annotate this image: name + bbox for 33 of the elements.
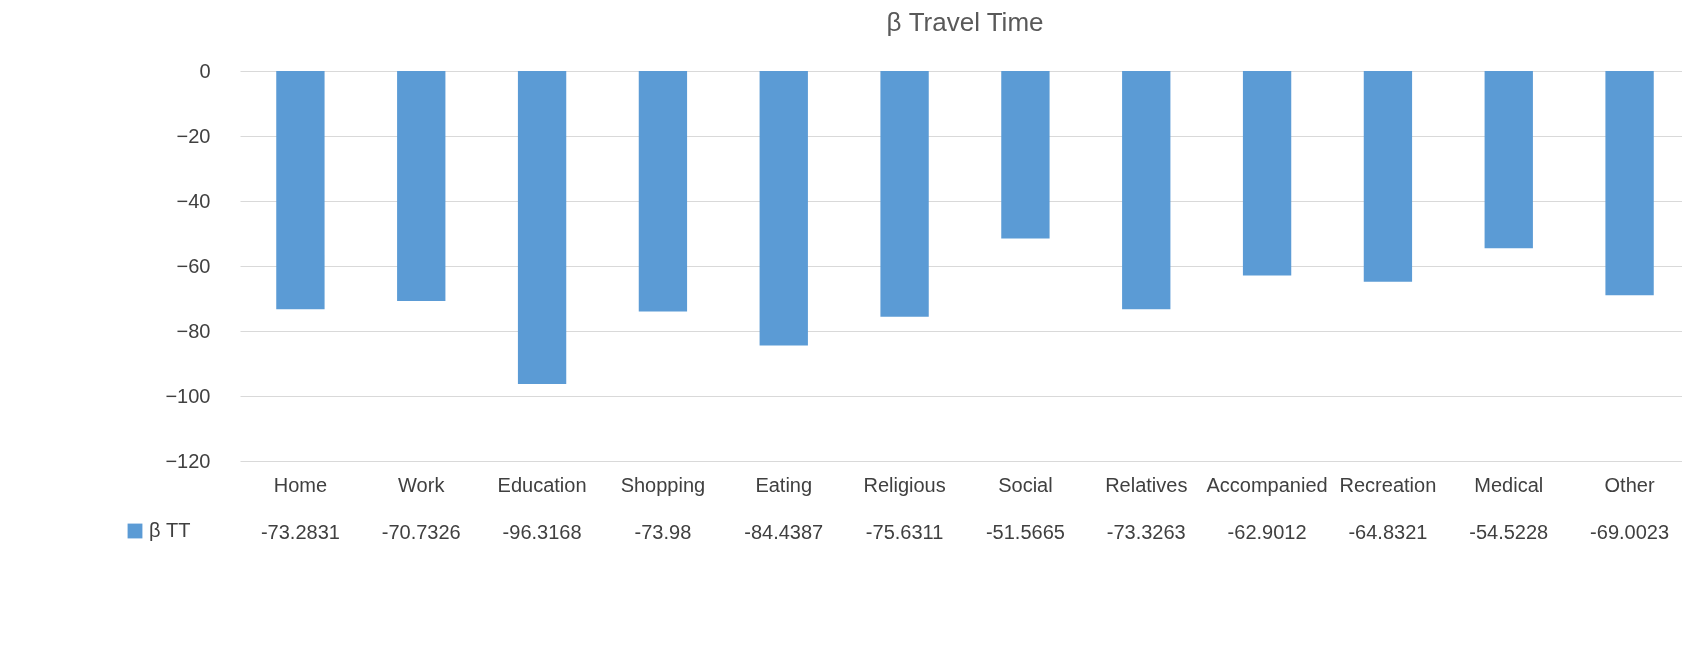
data-label: -51.5665 [985, 521, 1065, 543]
x-tick-label: Social [998, 473, 1053, 496]
x-tick-label: Relatives [1105, 473, 1188, 496]
y-tick-label: −120 [165, 449, 211, 472]
x-tick-label: Shopping [620, 473, 706, 496]
data-label: -70.7326 [381, 521, 461, 543]
x-tick-label: Home [273, 473, 328, 496]
y-tick-label: −80 [176, 319, 211, 342]
x-tick-label: Eating [755, 473, 813, 496]
data-label: -75.6311 [865, 521, 944, 543]
y-tick-label: −20 [176, 124, 211, 147]
x-tick-label: Accompanied [1206, 473, 1328, 496]
data-label: -73.98 [634, 521, 692, 543]
legend-label: β TT [149, 519, 191, 541]
x-tick-label: Work [398, 473, 446, 496]
x-tick-label: Medical [1474, 473, 1544, 496]
data-label: -54.5228 [1469, 521, 1549, 543]
y-tick-label: −40 [176, 189, 211, 212]
data-label: -64.8321 [1348, 521, 1428, 543]
data-label: -96.3168 [502, 521, 582, 543]
y-tick-label: −100 [165, 384, 211, 407]
y-tick-label: 0 [199, 59, 211, 82]
y-tick-label: −60 [176, 254, 211, 277]
data-label: -73.3263 [1106, 521, 1186, 543]
x-tick-label: Other [1604, 473, 1655, 496]
x-tick-label: Recreation [1339, 473, 1437, 496]
data-label: -69.0023 [1590, 521, 1670, 543]
chart-title: β Travel Time [886, 7, 1044, 37]
data-label: -84.4387 [744, 521, 824, 543]
x-tick-label: Religious [863, 473, 946, 496]
data-label: -73.2831 [260, 521, 340, 543]
data-label: -62.9012 [1227, 521, 1307, 543]
x-tick-label: Education [497, 473, 587, 496]
